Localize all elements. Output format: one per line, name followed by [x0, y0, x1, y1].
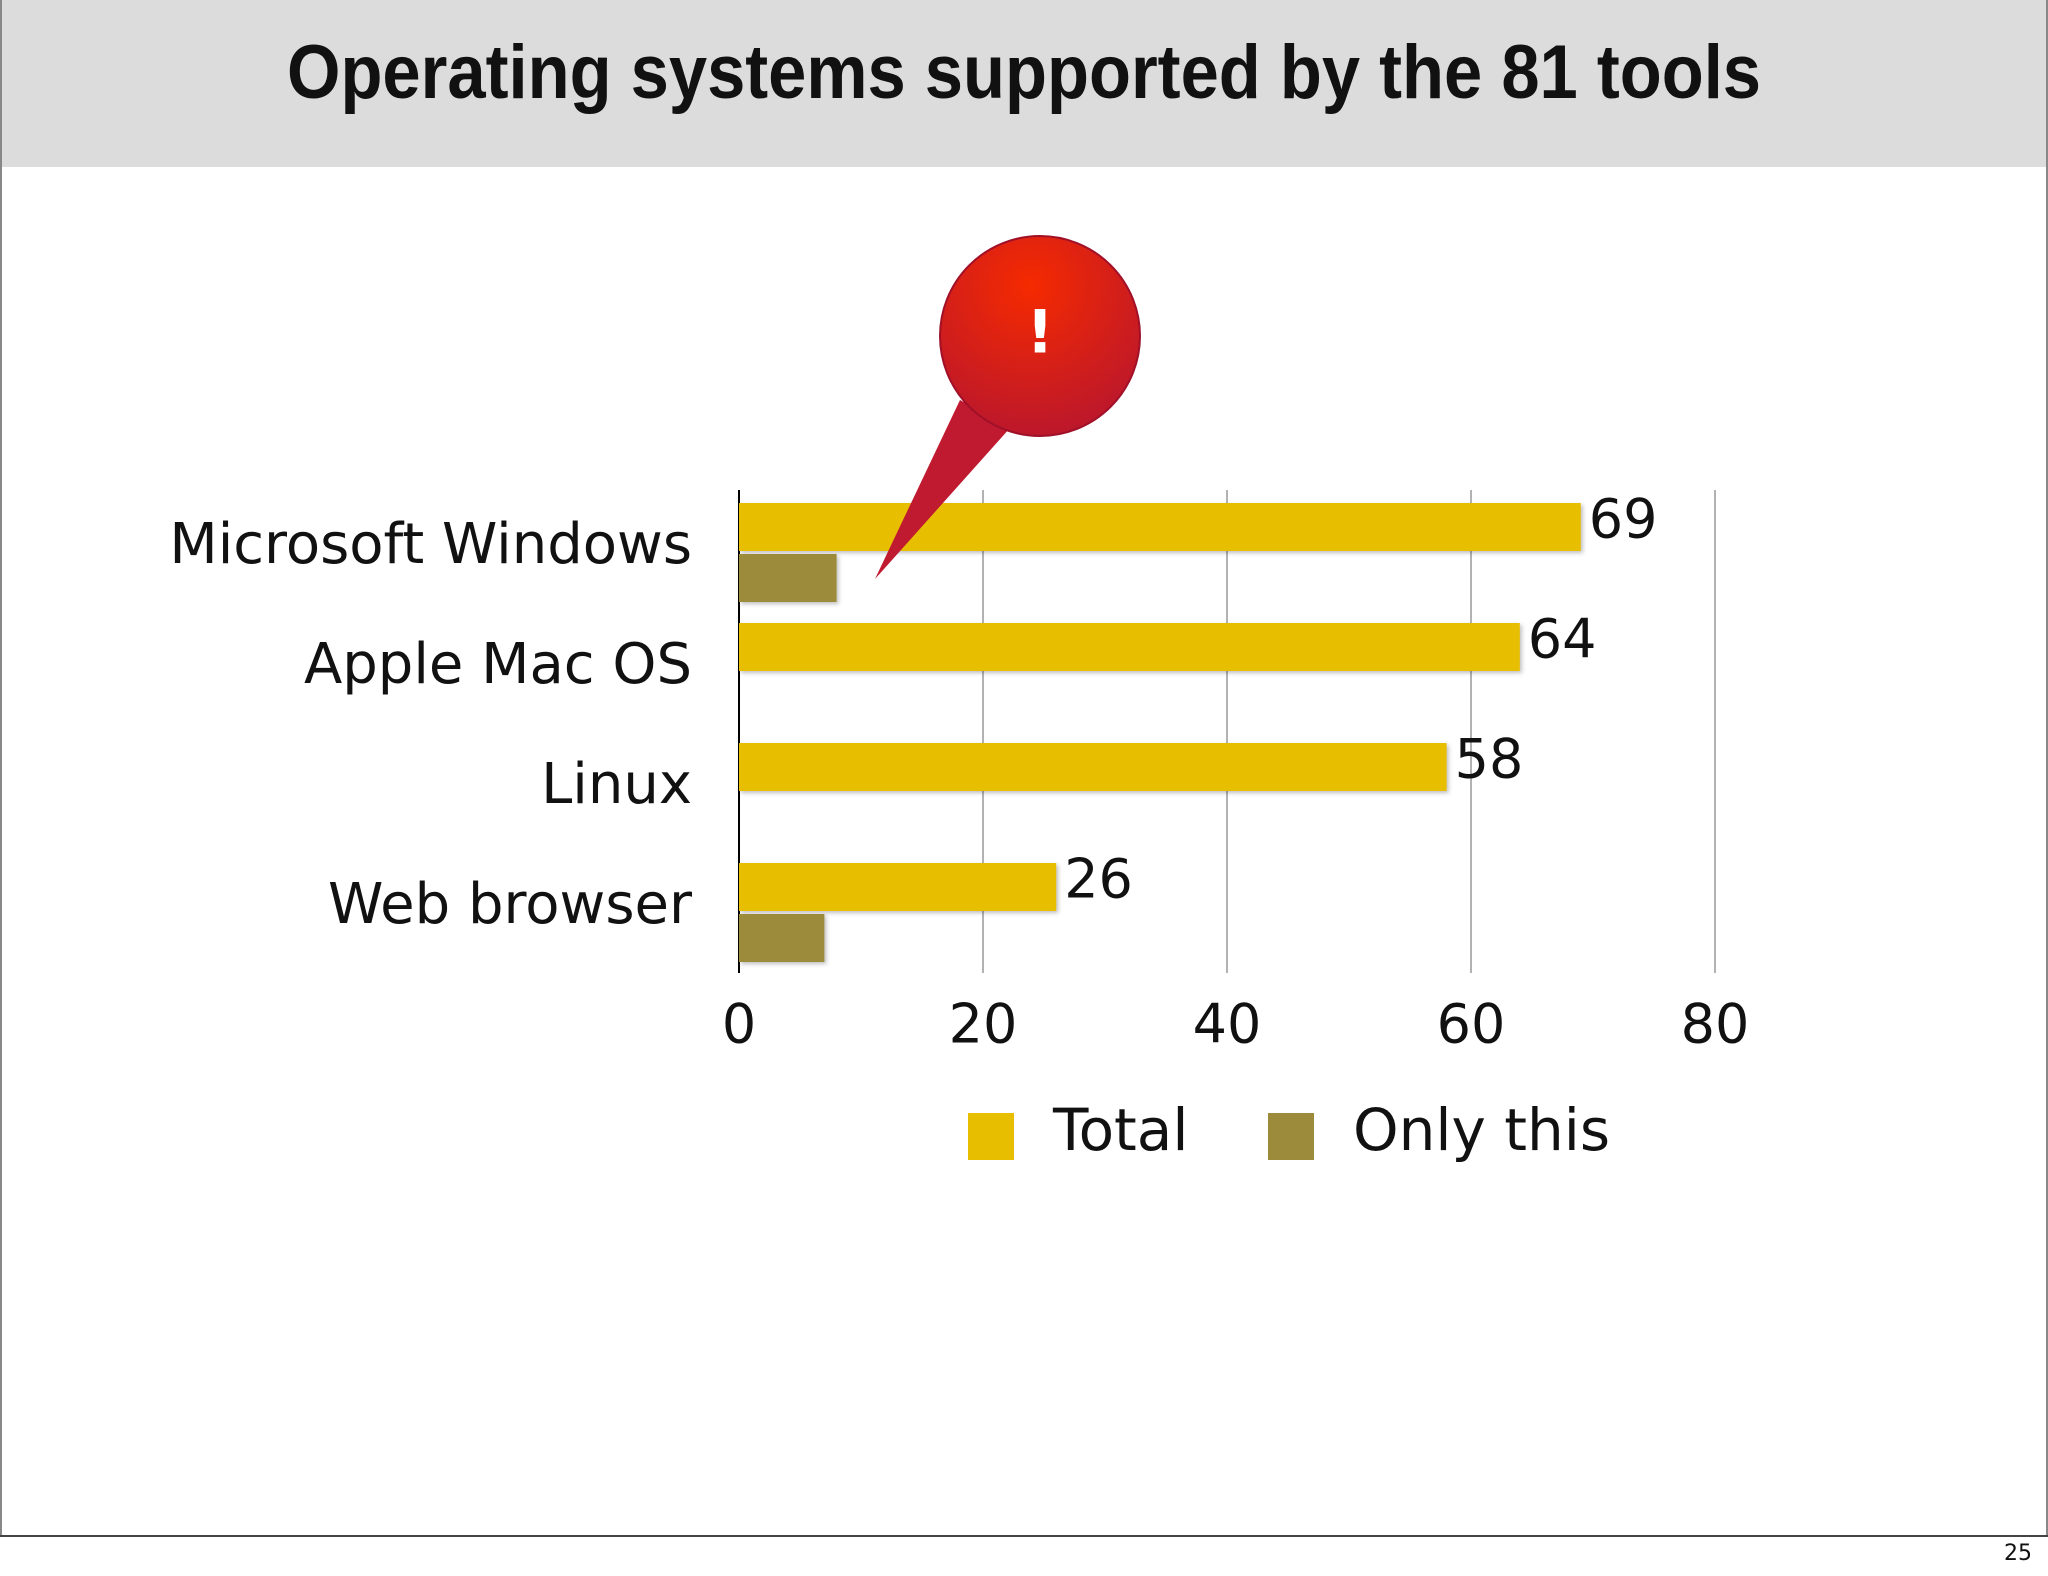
x-tick-label: 0	[722, 993, 756, 1056]
data-label: 64	[1528, 608, 1597, 671]
callout: !	[875, 235, 1141, 579]
y-tick-label: Web browser	[328, 872, 693, 937]
bar	[739, 554, 837, 602]
data-label: 69	[1589, 488, 1658, 551]
bar	[739, 863, 1057, 911]
y-tick-label: Apple Mac OS	[304, 632, 692, 697]
data-label: 26	[1064, 848, 1133, 911]
x-tick-label: 60	[1437, 993, 1506, 1056]
callout-text: !	[1026, 298, 1053, 368]
y-tick-label: Microsoft Windows	[169, 512, 692, 577]
legend-label: Only this	[1353, 1096, 1610, 1164]
bar	[739, 914, 825, 962]
x-tick-label: 20	[949, 993, 1018, 1056]
x-tick-label: 40	[1193, 993, 1262, 1056]
bar	[739, 503, 1581, 551]
legend-swatch	[1268, 1113, 1314, 1160]
y-tick-label: Linux	[541, 752, 692, 817]
legend-swatch	[968, 1113, 1014, 1160]
chart-title: Operating systems supported by the 81 to…	[287, 30, 1761, 115]
data-label: 58	[1455, 728, 1524, 791]
plot: 0 20 40 60 80 Microsoft Windows 69 Apple Mac OS…	[169, 488, 1749, 1164]
bar	[739, 743, 1447, 791]
page-number: 25	[2004, 1541, 2032, 1566]
bar	[739, 623, 1520, 671]
callout-bubble	[939, 235, 1141, 437]
x-tick-label: 80	[1681, 993, 1750, 1056]
legend-label: Total	[1052, 1096, 1188, 1164]
callout-tail	[875, 400, 1010, 579]
title-bar	[0, 0, 2048, 167]
